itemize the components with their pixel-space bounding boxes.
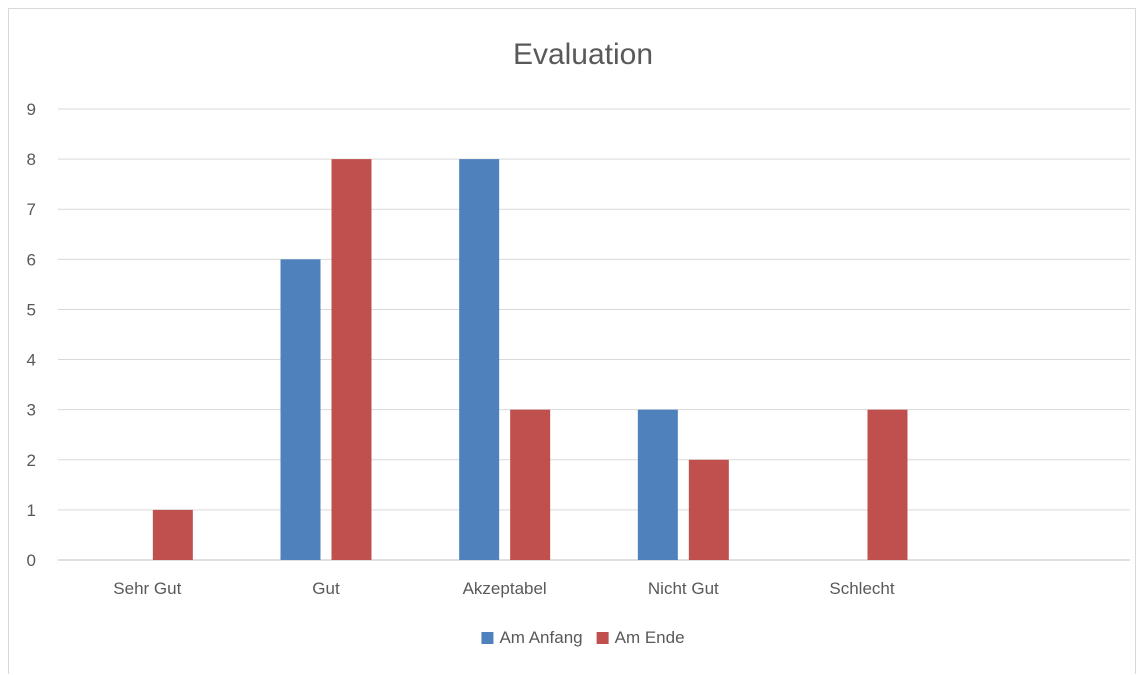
x-tick-label: Gut (312, 579, 340, 598)
y-tick-label: 3 (27, 401, 36, 420)
bar-am-anfang (459, 159, 500, 560)
y-tick-label: 5 (27, 300, 36, 319)
y-tick-label: 0 (27, 551, 36, 570)
x-axis-ticks: Sehr Gut Gut Akzeptabel Nicht Gut Schlecht (113, 579, 895, 598)
y-tick-label: 8 (27, 150, 36, 169)
bar-am-anfang (280, 259, 321, 560)
y-tick-label: 6 (27, 250, 36, 269)
gridlines (58, 108, 1130, 561)
bar-am-ende (152, 509, 193, 560)
x-tick-label: Akzeptabel (463, 579, 547, 598)
chart-title: Evaluation (513, 38, 653, 71)
y-tick-label: 2 (27, 451, 36, 470)
x-tick-label: Sehr Gut (113, 579, 181, 598)
legend: Am Anfang Am Ende (481, 628, 685, 647)
bar-am-anfang (637, 409, 678, 560)
bar-am-ende (867, 409, 908, 560)
bar-am-ende (510, 409, 551, 560)
x-tick-label: Nicht Gut (648, 579, 719, 598)
bars (152, 159, 908, 560)
legend-swatch (596, 632, 609, 644)
legend-swatch (481, 632, 494, 644)
y-tick-label: 1 (27, 501, 36, 520)
y-tick-label: 7 (27, 200, 36, 219)
bar-am-ende (331, 159, 372, 560)
chart-frame (8, 8, 1136, 674)
legend-label: Am Anfang (499, 628, 582, 647)
bar-am-ende (688, 459, 729, 560)
y-tick-label: 9 (27, 100, 36, 119)
x-tick-label: Schlecht (829, 579, 894, 598)
y-axis-ticks: 0 1 2 3 4 5 6 7 8 9 (27, 100, 36, 570)
y-tick-label: 4 (27, 351, 36, 370)
legend-label: Am Ende (615, 628, 685, 647)
